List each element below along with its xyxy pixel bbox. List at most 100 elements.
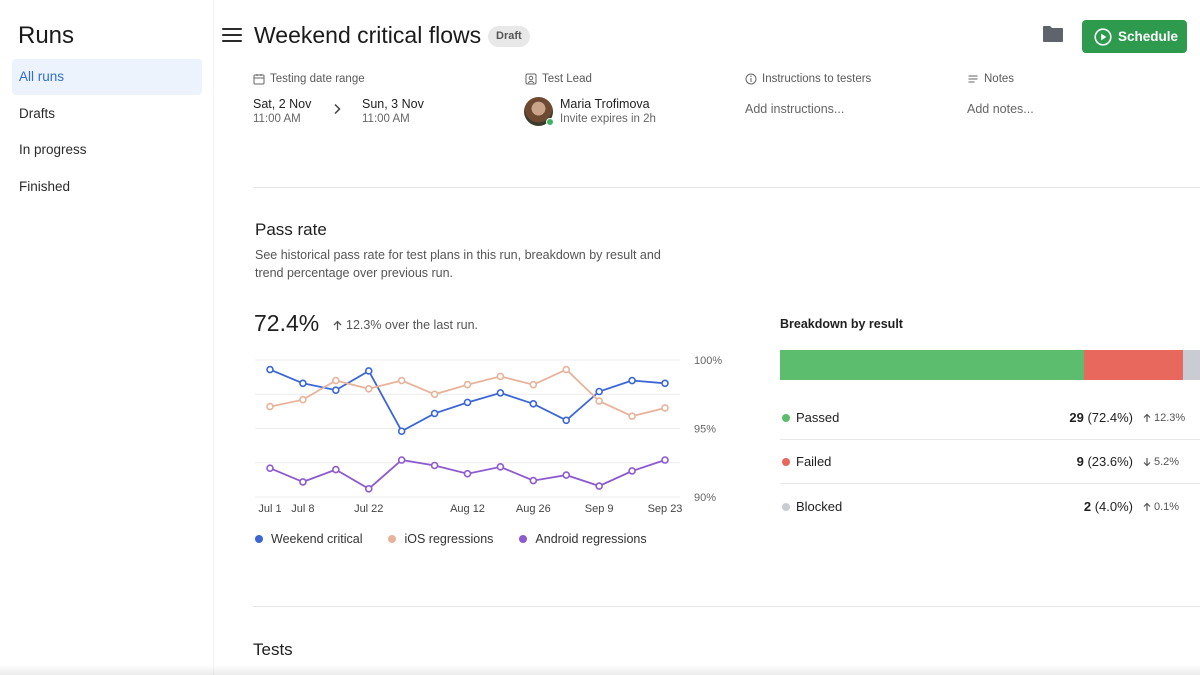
breakdown-stacked-bar bbox=[780, 350, 1200, 380]
data-point-android-regressions[interactable] bbox=[430, 461, 439, 470]
breakdown-row-failed[interactable]: Failed 9 (23.6%) 5.2% bbox=[780, 440, 1200, 484]
data-point-weekend-critical[interactable] bbox=[496, 389, 505, 397]
data-point-ios-regressions[interactable] bbox=[562, 365, 571, 374]
data-point-weekend-critical[interactable] bbox=[332, 386, 340, 394]
sidebar-item-all-runs[interactable]: All runs bbox=[12, 59, 202, 95]
notes-input[interactable]: Add notes... bbox=[967, 102, 1034, 116]
data-point-weekend-critical[interactable] bbox=[628, 376, 636, 385]
blocked-percent: (4.0%) bbox=[1094, 499, 1133, 514]
sidebar-item-drafts[interactable]: Drafts bbox=[19, 106, 56, 121]
pass-rate-value: 72.4% bbox=[254, 310, 320, 336]
data-point-weekend-critical[interactable] bbox=[430, 409, 439, 418]
menu-icon[interactable] bbox=[222, 28, 242, 44]
arrow-down-icon bbox=[1143, 458, 1151, 467]
data-point-android-regressions[interactable] bbox=[299, 478, 307, 486]
data-point-android-regressions[interactable] bbox=[661, 456, 669, 464]
data-point-weekend-critical[interactable] bbox=[595, 387, 603, 396]
passed-percent: (72.4%) bbox=[1087, 410, 1133, 425]
data-point-android-regressions[interactable] bbox=[562, 471, 571, 479]
bar-segment-passed bbox=[780, 350, 1085, 380]
breakdown-title: Breakdown by result bbox=[780, 317, 903, 331]
data-point-ios-regressions[interactable] bbox=[661, 404, 669, 412]
calendar-icon bbox=[253, 74, 265, 85]
series-line-ios-regressions bbox=[269, 368, 666, 418]
test-lead-invite-status: Invite expires in 2h bbox=[560, 113, 656, 125]
data-point-ios-regressions[interactable] bbox=[529, 380, 538, 389]
folder-icon[interactable] bbox=[1042, 24, 1068, 48]
section-divider bbox=[253, 606, 1200, 607]
sidebar-item-in-progress[interactable]: In progress bbox=[19, 142, 87, 157]
chart-legend: Weekend critical iOS regressions Android… bbox=[255, 532, 673, 546]
pass-rate-line-chart: 100% 95% 90% Jul 1 Jul 8 Jul 22 Aug 12 Aug 26 Se… bbox=[255, 355, 722, 515]
bar-segment-failed bbox=[1084, 350, 1184, 380]
legend-item-ios-regressions[interactable]: iOS regressions bbox=[388, 532, 493, 546]
data-point-ios-regressions[interactable] bbox=[299, 395, 307, 404]
instructions-input[interactable]: Add instructions... bbox=[745, 102, 845, 116]
online-status-dot bbox=[546, 118, 554, 126]
avatar[interactable] bbox=[524, 97, 554, 126]
person-icon bbox=[525, 73, 537, 85]
x-tick-label: Jul 8 bbox=[291, 503, 314, 515]
data-point-ios-regressions[interactable] bbox=[628, 412, 636, 420]
data-point-weekend-critical[interactable] bbox=[562, 416, 571, 425]
data-point-ios-regressions[interactable] bbox=[266, 402, 274, 411]
data-point-android-regressions[interactable] bbox=[463, 469, 472, 478]
data-point-ios-regressions[interactable] bbox=[496, 372, 505, 381]
schedule-button[interactable]: Schedule bbox=[1082, 20, 1187, 53]
legend-item-weekend-critical[interactable]: Weekend critical bbox=[255, 532, 362, 546]
data-point-weekend-critical[interactable] bbox=[266, 365, 274, 374]
test-lead-name: Maria Trofimova bbox=[560, 97, 650, 111]
passed-trend: 12.3% bbox=[1142, 412, 1185, 424]
data-point-android-regressions[interactable] bbox=[332, 465, 340, 474]
end-date[interactable]: Sun, 3 Nov bbox=[362, 97, 424, 111]
status-dot bbox=[782, 458, 790, 466]
bottom-shadow bbox=[0, 665, 1200, 675]
data-point-ios-regressions[interactable] bbox=[397, 376, 406, 385]
data-point-android-regressions[interactable] bbox=[529, 476, 538, 485]
end-time[interactable]: 11:00 AM bbox=[362, 113, 410, 125]
data-point-android-regressions[interactable] bbox=[628, 467, 636, 475]
data-point-android-regressions[interactable] bbox=[595, 482, 603, 490]
sidebar: Runs All runs Drafts In progress Finishe… bbox=[0, 0, 214, 675]
schedule-button-label: Schedule bbox=[1118, 29, 1179, 44]
data-point-weekend-critical[interactable] bbox=[397, 427, 406, 436]
arrow-up-icon bbox=[333, 320, 342, 330]
data-point-weekend-critical[interactable] bbox=[463, 398, 472, 407]
legend-item-android-regressions[interactable]: Android regressions bbox=[519, 532, 647, 546]
x-tick-label: Aug 26 bbox=[516, 503, 551, 515]
x-tick-label: Sep 9 bbox=[585, 503, 614, 515]
data-point-android-regressions[interactable] bbox=[364, 484, 373, 493]
date-range-label: Testing date range bbox=[253, 73, 365, 85]
start-date[interactable]: Sat, 2 Nov bbox=[253, 97, 312, 111]
data-point-android-regressions[interactable] bbox=[266, 464, 274, 473]
data-point-android-regressions[interactable] bbox=[496, 463, 505, 471]
data-point-ios-regressions[interactable] bbox=[463, 380, 472, 389]
data-point-ios-regressions[interactable] bbox=[595, 397, 603, 405]
breakdown-row-blocked[interactable]: Blocked 2 (4.0%) 0.1% bbox=[780, 485, 1200, 529]
blocked-trend: 0.1% bbox=[1142, 501, 1179, 513]
x-tick-label: Sep 23 bbox=[648, 503, 683, 515]
data-point-ios-regressions[interactable] bbox=[364, 384, 373, 393]
legend-dot bbox=[255, 535, 263, 543]
data-point-weekend-critical[interactable] bbox=[529, 400, 538, 408]
data-point-weekend-critical[interactable] bbox=[299, 379, 307, 388]
data-point-android-regressions[interactable] bbox=[397, 456, 406, 464]
legend-dot bbox=[388, 535, 397, 543]
passed-count: 29 bbox=[1069, 410, 1084, 425]
x-tick-label: Jul 1 bbox=[258, 503, 281, 515]
data-point-ios-regressions[interactable] bbox=[332, 376, 340, 385]
page-title: Weekend critical flows bbox=[254, 22, 482, 48]
chevron-right-icon bbox=[332, 102, 342, 120]
failed-count: 9 bbox=[1076, 454, 1084, 469]
breakdown-row-passed[interactable]: Passed 29 (72.4%) 12.3% bbox=[780, 396, 1200, 440]
data-point-weekend-critical[interactable] bbox=[661, 379, 669, 388]
status-dot bbox=[782, 503, 790, 511]
start-time[interactable]: 11:00 AM bbox=[253, 113, 301, 125]
sidebar-item-finished[interactable]: Finished bbox=[19, 179, 71, 194]
play-circle-icon bbox=[1094, 27, 1112, 46]
x-tick-label: Aug 12 bbox=[450, 503, 485, 515]
data-point-weekend-critical[interactable] bbox=[364, 367, 373, 375]
data-point-ios-regressions[interactable] bbox=[430, 390, 439, 399]
tests-title: Tests bbox=[253, 640, 293, 659]
bar-segment-blocked bbox=[1183, 350, 1200, 380]
